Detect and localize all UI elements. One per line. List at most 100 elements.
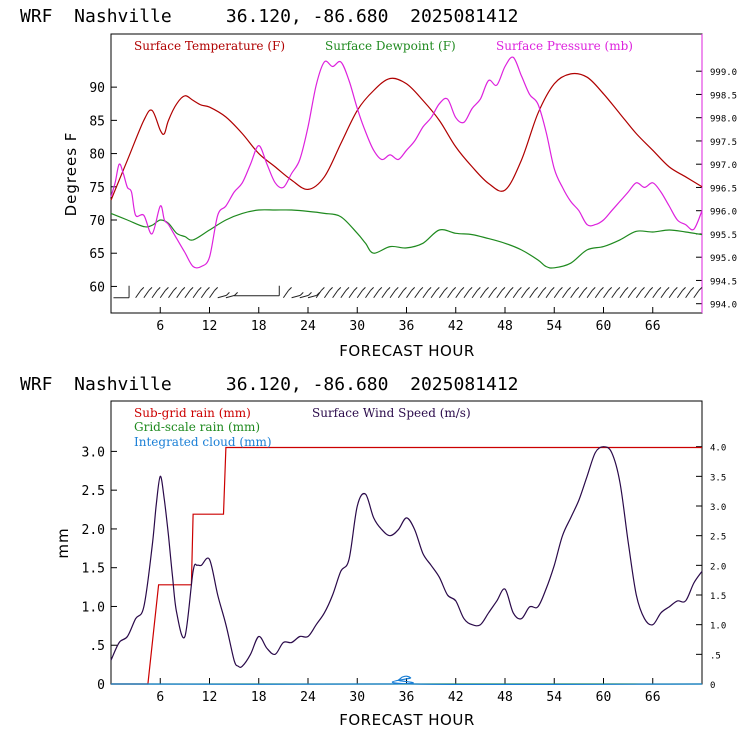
wind-barb bbox=[603, 290, 610, 299]
left-tick-label: 0 bbox=[97, 678, 105, 693]
wind-barb-flag bbox=[427, 287, 432, 291]
wind-barb-flag bbox=[460, 287, 465, 291]
x-tick-label: 60 bbox=[596, 690, 612, 705]
wind-barb bbox=[529, 290, 536, 299]
bottom-panel: WRF Nashville 36.120, -86.680 2025081412… bbox=[20, 374, 726, 729]
left-tick-label: 70 bbox=[89, 214, 105, 229]
wind-barb bbox=[373, 290, 380, 299]
wind-barb-row bbox=[113, 285, 703, 299]
wind-barb-flag bbox=[518, 287, 522, 291]
wind-barb-flag bbox=[509, 287, 514, 291]
wind-barb-flag bbox=[444, 287, 448, 291]
right-tick-label: 994.0 bbox=[710, 301, 737, 311]
wind-barb bbox=[644, 290, 651, 299]
wind-barb bbox=[611, 290, 618, 299]
wind-barb bbox=[504, 290, 511, 299]
wind-barb-flag bbox=[140, 287, 145, 291]
wind-barb-flag bbox=[156, 287, 161, 291]
wind-barb-flag bbox=[575, 287, 580, 291]
wind-barb bbox=[488, 290, 495, 299]
wind-barb bbox=[438, 290, 445, 299]
wind-barb-flag bbox=[682, 287, 686, 291]
wind-barb-flag bbox=[485, 287, 489, 291]
wind-barb bbox=[668, 290, 675, 299]
top-left-axis-ticks: 60 65 70 75 80 85 90 bbox=[89, 81, 117, 295]
top-series-group bbox=[110, 56, 703, 269]
wind-barb-flag bbox=[452, 287, 457, 291]
wind-barb bbox=[455, 290, 462, 299]
wind-barb-flag bbox=[181, 287, 186, 291]
wind-barb-flag bbox=[329, 287, 333, 291]
wind-barb bbox=[209, 290, 216, 299]
wind-barb bbox=[143, 290, 150, 299]
x-tick-label: 60 bbox=[596, 319, 612, 334]
x-tick-label: 12 bbox=[202, 319, 218, 334]
bottom-y-axis-label: mm bbox=[54, 527, 72, 558]
wind-barb-flag bbox=[403, 287, 407, 291]
bottom-right-axis-ticks: 0 .5 1.0 1.5 2.0 2.5 3.0 3.5 4.0 bbox=[696, 444, 726, 691]
wind-barb-flag bbox=[600, 287, 604, 291]
wind-barb-flag bbox=[214, 287, 219, 291]
top-plot-frame bbox=[110, 33, 703, 314]
left-tick-label: 90 bbox=[89, 81, 105, 96]
wind-barb bbox=[496, 290, 503, 299]
wind-barb-flag bbox=[608, 287, 613, 291]
wind-barb bbox=[365, 290, 372, 299]
wind-barb bbox=[381, 290, 388, 299]
left-tick-label: 1.5 bbox=[82, 562, 105, 577]
x-tick-label: 24 bbox=[300, 319, 316, 334]
right-tick-label: .5 bbox=[710, 651, 721, 661]
wind-barb bbox=[545, 290, 552, 299]
wind-barb-flag bbox=[559, 287, 563, 291]
x-tick-label: 30 bbox=[349, 690, 365, 705]
wind-barb-flag bbox=[493, 287, 498, 291]
wind-barb bbox=[184, 290, 191, 299]
wind-barb-flag bbox=[321, 287, 325, 291]
wind-barb-flag bbox=[698, 287, 703, 291]
wind-barb-flag bbox=[234, 292, 238, 296]
wind-barb-flag bbox=[673, 287, 678, 291]
x-tick-label: 66 bbox=[645, 319, 661, 334]
wind-barb bbox=[225, 294, 235, 299]
wind-barb-flag bbox=[197, 287, 202, 291]
wind-barb bbox=[348, 290, 355, 299]
wind-barb-flag bbox=[567, 287, 571, 291]
right-tick-label: 995.5 bbox=[710, 231, 737, 241]
left-tick-label: 60 bbox=[89, 280, 105, 295]
right-tick-label: 4.0 bbox=[710, 444, 726, 454]
wind-barb bbox=[332, 290, 339, 299]
series-line-surface-wind-speed-m-s bbox=[110, 446, 703, 668]
wind-barb bbox=[693, 290, 700, 299]
legend-integrated-cloud: Integrated cloud (mm) bbox=[134, 435, 272, 449]
wind-barb bbox=[521, 290, 527, 299]
wind-barb-flag bbox=[526, 287, 530, 291]
wind-barb bbox=[562, 290, 569, 299]
wind-barb bbox=[471, 290, 478, 299]
wind-barb-flag bbox=[550, 287, 555, 291]
bottom-panel-title: WRF Nashville 36.120, -86.680 2025081412 bbox=[20, 374, 519, 395]
x-tick-label: 54 bbox=[546, 690, 562, 705]
x-tick-label: 42 bbox=[448, 319, 464, 334]
wind-barb-flag bbox=[476, 287, 481, 291]
wind-barb bbox=[151, 290, 158, 299]
wind-barb bbox=[217, 294, 227, 299]
right-tick-label: 994.5 bbox=[710, 277, 737, 287]
wind-barb bbox=[586, 290, 593, 299]
right-tick-label: 2.5 bbox=[710, 533, 726, 543]
wind-barb bbox=[463, 290, 470, 299]
wind-barb bbox=[406, 290, 413, 299]
wind-barb bbox=[627, 290, 634, 299]
bottom-left-axis-ticks: 0 .5 1.0 1.5 2.0 2.5 3.0 bbox=[82, 445, 117, 693]
bottom-legend: Sub-grid rain (mm) Grid-scale rain (mm) … bbox=[134, 406, 471, 449]
x-tick-label: 54 bbox=[546, 319, 562, 334]
wind-barb bbox=[685, 290, 692, 299]
wind-barb bbox=[307, 294, 317, 299]
bottom-series-group bbox=[110, 446, 703, 686]
top-right-axis-ticks: 994.0 994.5 995.0 995.5 996.0 996.5 997.0 997.5… bbox=[696, 34, 737, 313]
wind-barb-flag bbox=[370, 287, 374, 291]
wind-barb bbox=[537, 290, 544, 299]
left-tick-label: 2.5 bbox=[82, 484, 105, 499]
left-tick-label: 75 bbox=[89, 181, 105, 196]
wind-barb bbox=[512, 290, 519, 299]
legend-subgrid-rain: Sub-grid rain (mm) bbox=[134, 406, 251, 420]
